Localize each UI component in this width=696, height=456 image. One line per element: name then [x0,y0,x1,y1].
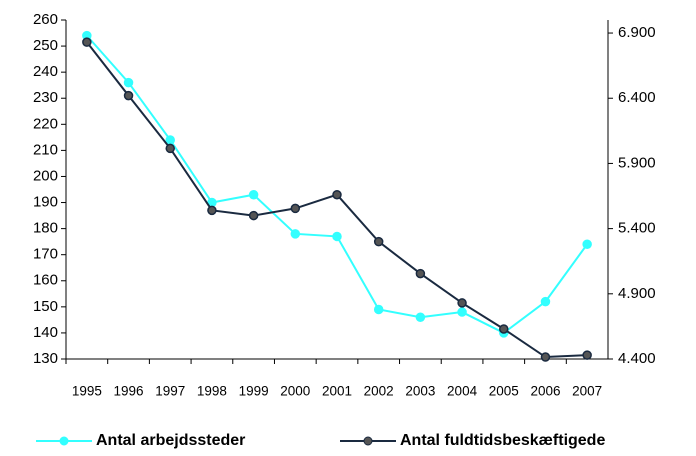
point [415,312,426,323]
y-tick-label: 230 [33,89,58,106]
point [415,268,426,279]
x-tick-label: 2000 [280,384,310,399]
point [248,189,259,200]
y2-tick-label: 6.900 [618,24,656,41]
point [457,298,467,308]
y-tick-label: 160 [33,272,58,289]
y-tick-label: 210 [33,141,58,158]
x-tick-label: 1997 [155,384,185,399]
y2-tick-label: 5.400 [618,220,656,237]
y-tick-label: 190 [33,194,58,211]
y-tick-label: 140 [33,324,58,341]
x-tick-label: 2001 [322,384,352,399]
point [123,77,134,88]
point [332,189,342,200]
y-tick-label: 240 [33,63,58,80]
point [540,296,551,307]
series-line [86,34,588,335]
point [165,143,175,154]
x-tick-label: 2002 [364,384,394,399]
y2-tick-label: 4.900 [618,285,656,302]
y-tick-label: 220 [33,115,58,132]
y-tick-label: 130 [33,350,58,367]
point [248,210,259,221]
x-tick-label: 2003 [405,384,435,399]
y2-tick-label: 5.900 [618,154,656,171]
point [290,203,301,214]
x-tick-label: 1998 [197,384,227,399]
point [123,90,134,101]
point [582,350,592,360]
x-tick-label: 2007 [572,384,602,399]
y-tick-label: 200 [33,167,58,184]
x-tick-label: 1996 [114,384,144,399]
y-tick-label: 260 [33,11,58,28]
y2-tick-label: 6.400 [618,89,656,106]
point [207,205,217,216]
x-tick-label: 2004 [447,384,478,399]
point [373,304,384,315]
y-tick-label: 150 [33,298,58,315]
x-tick-label: 1995 [72,384,102,399]
x-tick-label: 2006 [530,384,560,399]
point [582,239,592,250]
legend-marker [59,436,69,446]
point [165,135,175,145]
point [499,324,509,334]
legend-label: Antal fuldtidsbeskæftigede [400,432,605,449]
point [332,231,342,242]
point [82,37,92,47]
x-tick-label: 1999 [239,384,269,399]
y2-tick-label: 4.400 [618,350,656,367]
y-tick-label: 250 [33,37,58,54]
y-tick-label: 180 [33,220,58,237]
series-line [86,41,588,359]
point [373,236,384,247]
x-tick-label: 2005 [489,384,519,399]
y-tick-label: 170 [33,246,58,263]
legend-marker [363,436,373,446]
point [540,352,551,362]
point [290,229,301,239]
legend-label: Antal arbejdssteder [96,432,245,449]
point [457,307,467,317]
